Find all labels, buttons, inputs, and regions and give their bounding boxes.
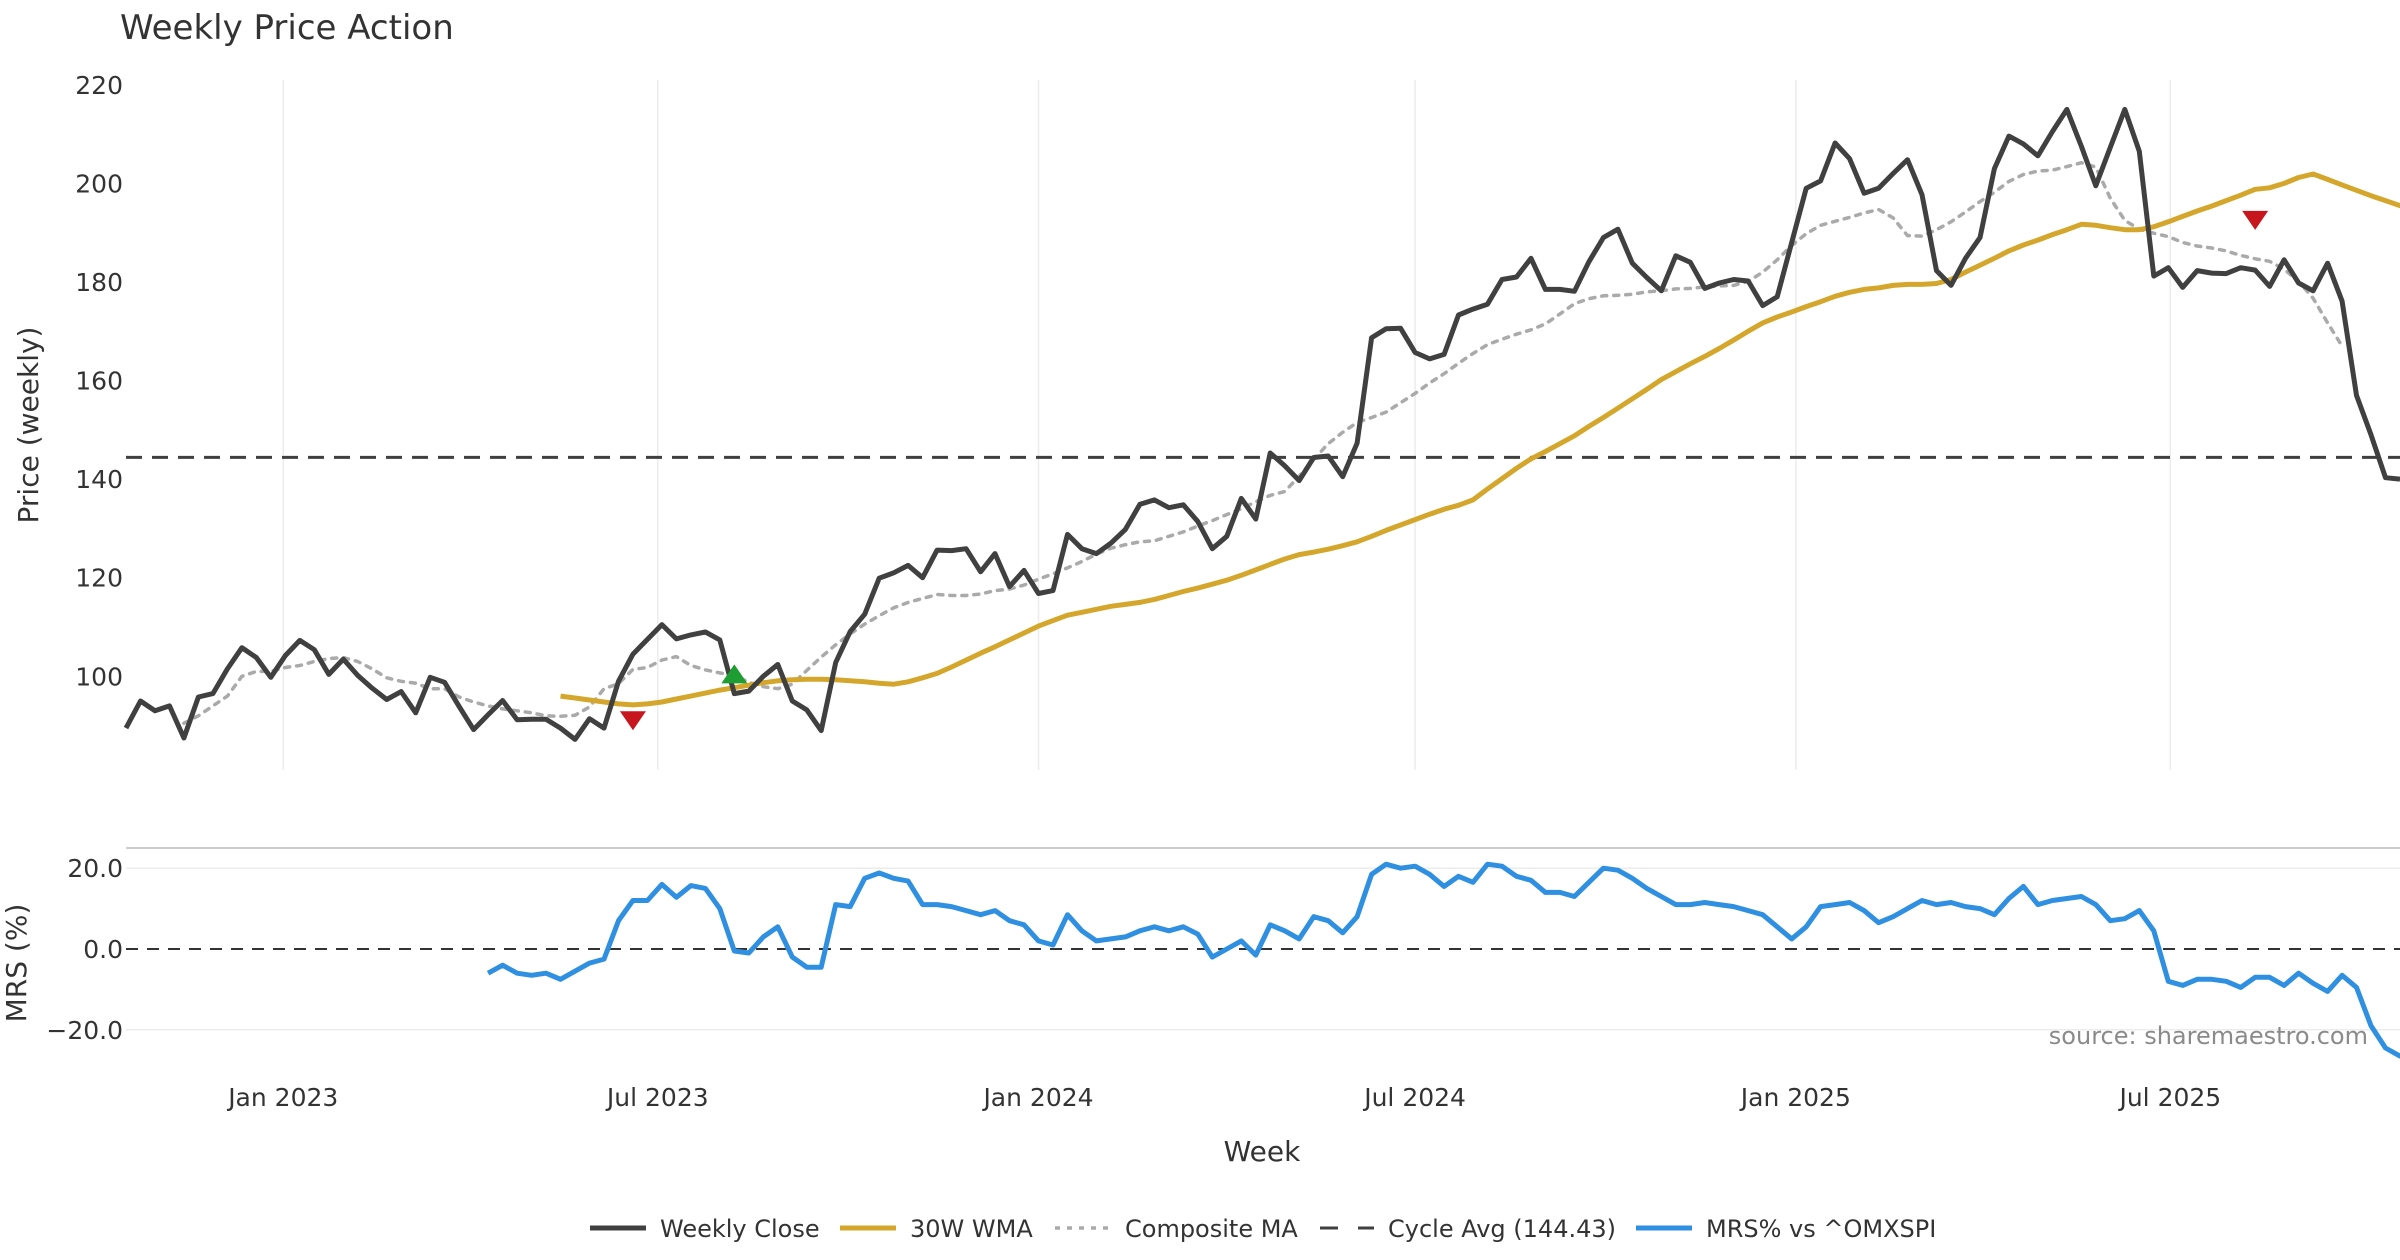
chart-title: Weekly Price Action [120, 8, 454, 48]
series-mrs-vs-omxspi [486, 861, 2400, 1059]
x-axis-ticks: Jan 2023 Jul 2023 Jan 2024 Jul 2024 Jan 2025… [226, 1083, 2221, 1112]
legend: Weekly Close 30W WMA Composite MA Cycle Avg… [590, 1215, 1936, 1243]
x-tick-label: Jul 2023 [605, 1083, 709, 1112]
legend-label: Weekly Close [660, 1215, 820, 1243]
x-tick-label: Jul 2024 [1362, 1083, 1466, 1112]
x-axis-label: Week [1224, 1135, 1301, 1168]
legend-label: Cycle Avg (144.43) [1388, 1215, 1616, 1243]
y-tick-label: 120 [75, 564, 123, 593]
y-tick-label: −20.0 [46, 1016, 123, 1045]
x-tick-label: Jul 2025 [2117, 1083, 2221, 1112]
series-weekly-close [123, 106, 2400, 742]
bottom-panel-series [486, 861, 2400, 1059]
series-30w-wma [560, 171, 2400, 708]
top-panel-y-ticks: 100 120 140 160 180 200 220 [75, 71, 123, 692]
y-tick-label: 0.0 [83, 935, 123, 964]
y-tick-label: 200 [75, 169, 123, 198]
bottom-panel-y-ticks: 20.0 0.0 −20.0 [46, 854, 123, 1045]
bottom-panel-y-axis-label: MRS (%) [0, 904, 33, 1023]
y-tick-label: 100 [75, 662, 123, 691]
legend-label: MRS% vs ^OMXSPI [1706, 1215, 1936, 1243]
y-tick-label: 180 [75, 268, 123, 297]
top-panel-grid [282, 80, 2172, 770]
source-annotation: source: sharemaestro.com [2049, 1022, 2368, 1050]
bottom-panel-grid [126, 847, 2400, 1031]
legend-label: Composite MA [1125, 1215, 1298, 1243]
sell-signal-marker [619, 711, 646, 731]
signal-markers [619, 210, 2269, 731]
x-tick-label: Jan 2024 [981, 1083, 1093, 1112]
top-panel-y-axis-label: Price (weekly) [12, 327, 45, 524]
series-composite-ma [182, 160, 2344, 725]
x-tick-label: Jan 2023 [226, 1083, 338, 1112]
x-tick-label: Jan 2025 [1739, 1083, 1851, 1112]
y-tick-label: 160 [75, 367, 123, 396]
sell-signal-marker [2242, 210, 2269, 230]
buy-signal-marker [721, 664, 748, 684]
y-tick-label: 220 [75, 71, 123, 100]
top-panel-series [123, 106, 2400, 742]
legend-label: 30W WMA [910, 1215, 1033, 1243]
y-tick-label: 20.0 [67, 854, 123, 883]
y-tick-label: 140 [75, 465, 123, 494]
